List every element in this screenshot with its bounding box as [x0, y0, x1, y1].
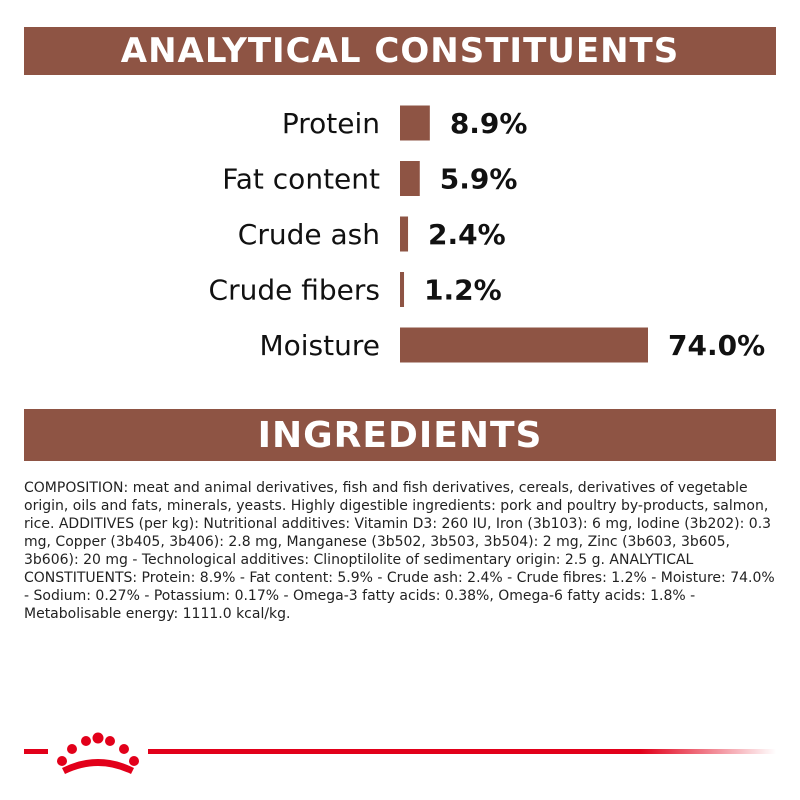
category-label: Moisture: [259, 329, 380, 362]
value-label: 2.4%: [428, 218, 506, 251]
category-label: Crude ash: [238, 218, 380, 251]
ingredients-banner: INGREDIENTS: [24, 409, 776, 461]
analytical-constituents-banner: ANALYTICAL CONSTITUENTS: [24, 27, 776, 75]
crown-icon: [48, 728, 148, 778]
value-label: 1.2%: [424, 274, 502, 307]
category-label: Crude fibers: [209, 274, 380, 307]
value-label: 8.9%: [450, 107, 528, 140]
composition-text: COMPOSITION: meat and animal derivatives…: [24, 480, 775, 622]
bar: [400, 105, 430, 141]
bar: [400, 327, 648, 363]
bar: [400, 272, 405, 307]
footer-red-line: [24, 749, 776, 754]
category-label: Fat content: [222, 163, 380, 196]
category-label: Protein: [282, 107, 380, 140]
analytical-constituents-chart: Protein 8.9% Fat content 5.9% Crude ash 2.4% C…: [209, 105, 765, 363]
bar: [400, 216, 409, 252]
value-label: 5.9%: [440, 163, 518, 196]
value-label: 74.0%: [668, 329, 765, 362]
bar: [400, 161, 420, 196]
